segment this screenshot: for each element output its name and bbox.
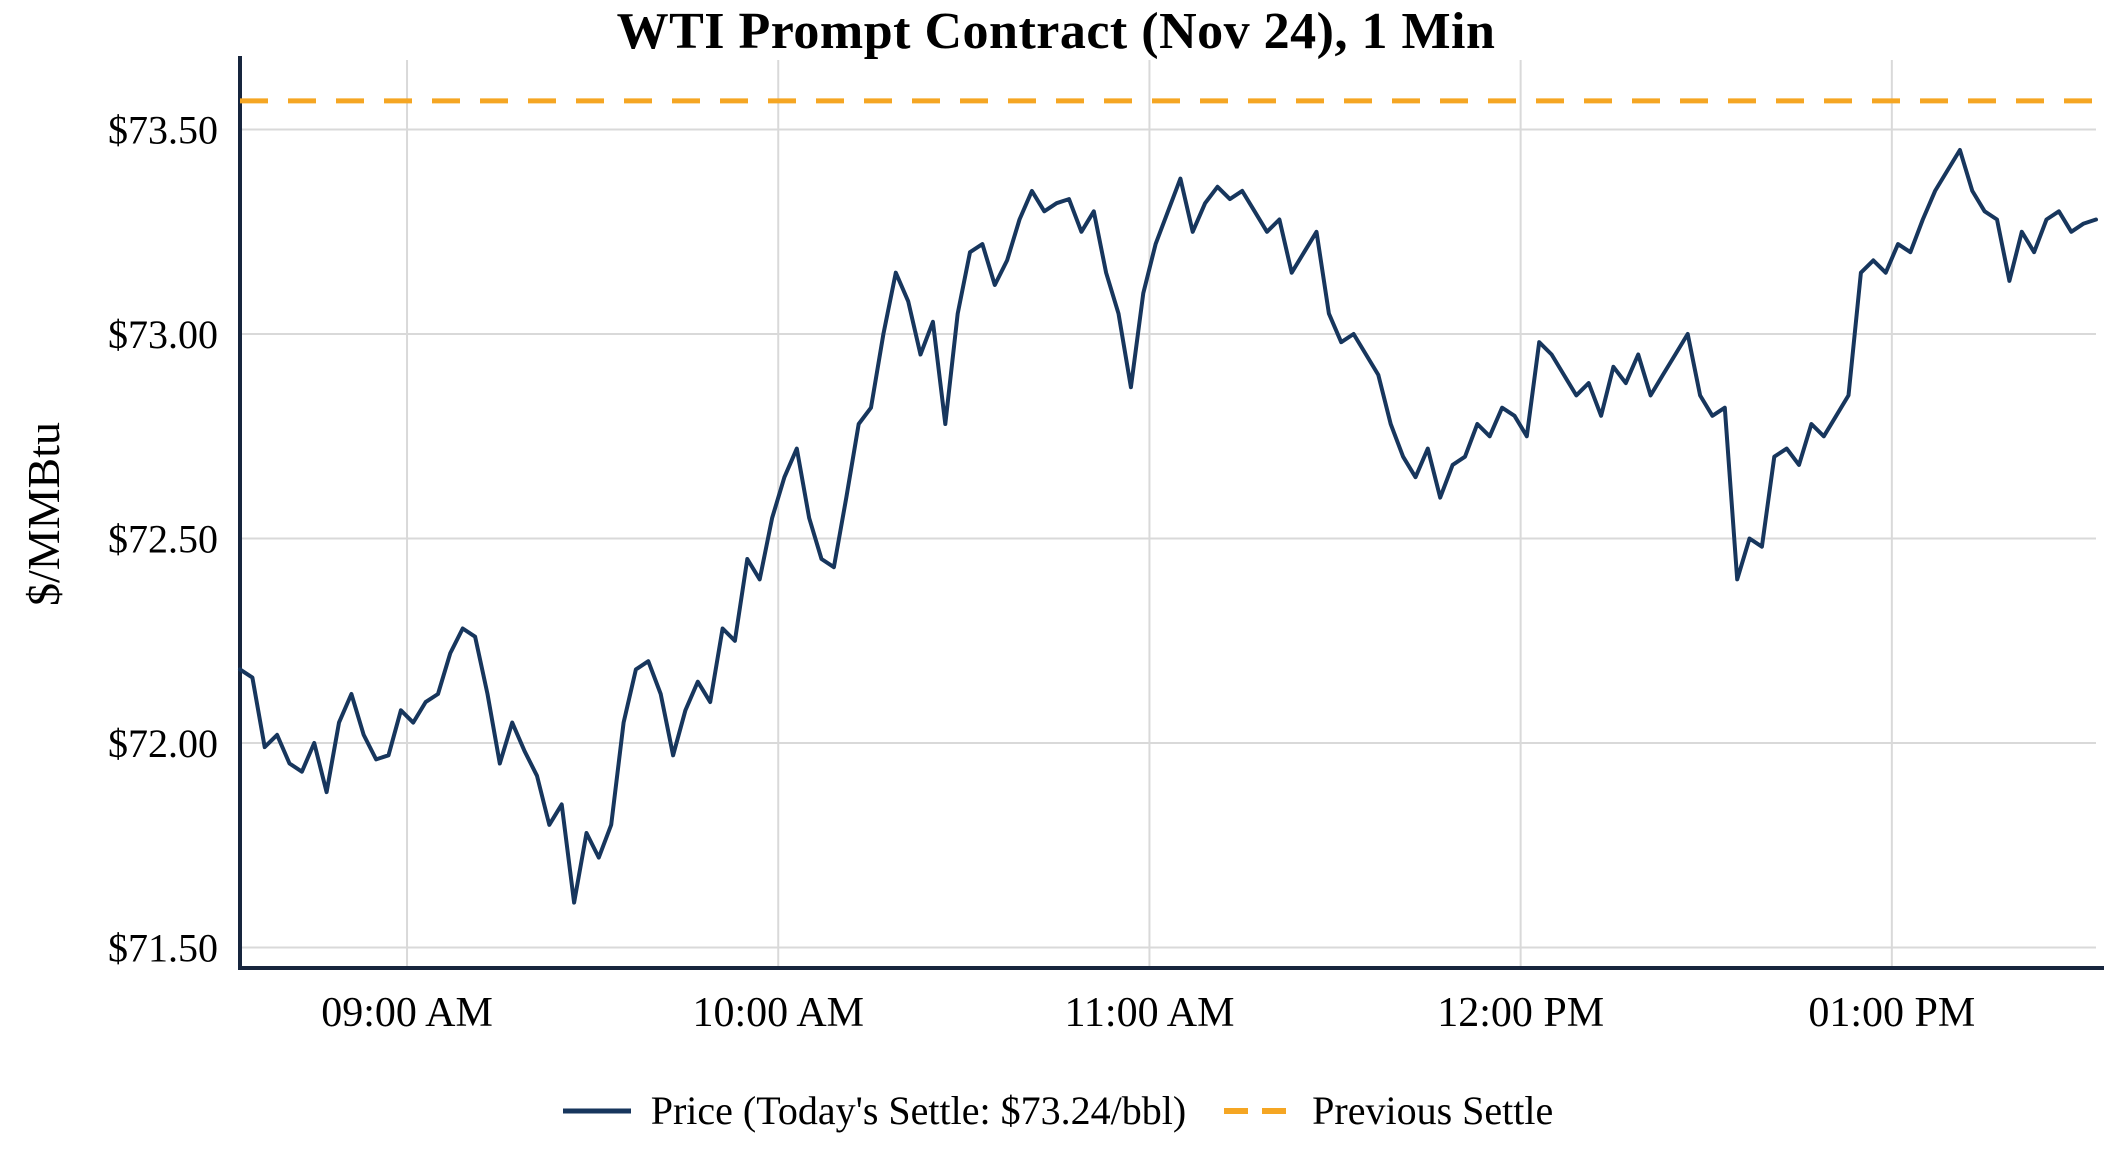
y-tick-label: $73.50 <box>108 108 218 153</box>
legend-label-previous-settle: Previous Settle <box>1312 1088 1554 1133</box>
y-axis-label: $/MMBtu <box>17 421 69 607</box>
legend-label-price: Price (Today's Settle: $73.24/bbl) <box>650 1088 1187 1133</box>
y-tick-label: $73.00 <box>108 312 218 357</box>
x-tick-label: 09:00 AM <box>321 990 493 1036</box>
legend-item-price: Price (Today's Settle: $73.24/bbl) <box>559 1087 1186 1134</box>
legend-item-previous-settle: Previous Settle <box>1220 1087 1553 1134</box>
legend: Price (Today's Settle: $73.24/bbl) Previ… <box>0 1087 2112 1134</box>
y-axis-label-wrap: $/MMBtu <box>8 60 78 968</box>
y-tick-label: $72.00 <box>108 721 218 766</box>
x-tick-label: 12:00 PM <box>1437 990 1604 1036</box>
x-tick-label: 11:00 AM <box>1064 990 1234 1036</box>
price-line <box>238 148 2098 905</box>
chart-title: WTI Prompt Contract (Nov 24), 1 Min <box>616 3 1496 60</box>
previous-settle-sample-icon <box>1224 1107 1293 1114</box>
y-tick-label: $72.50 <box>108 517 218 562</box>
price-line-sample-icon <box>562 1108 631 1113</box>
y-tick-label: $71.50 <box>108 926 218 971</box>
x-tick-label: 10:00 AM <box>692 990 864 1036</box>
x-tick-label: 01:00 PM <box>1808 990 1975 1036</box>
